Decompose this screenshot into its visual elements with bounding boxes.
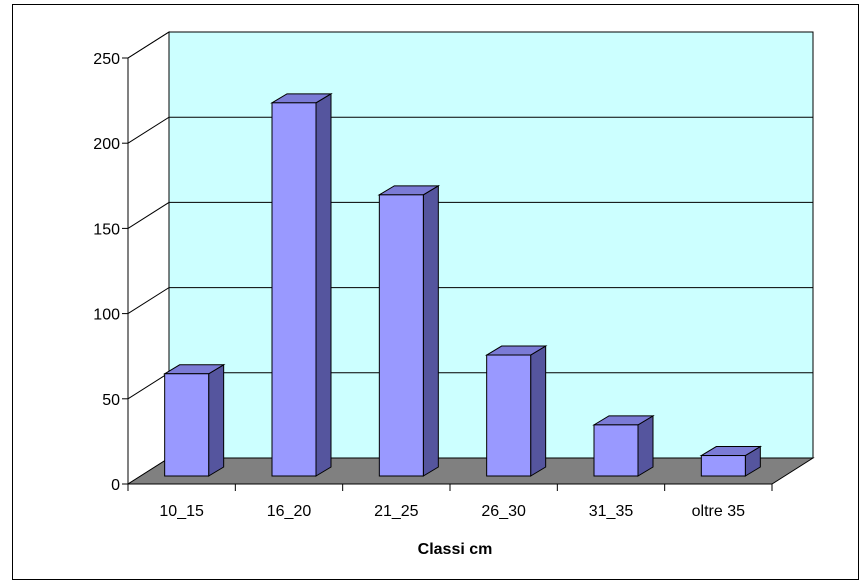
bar-front [164, 373, 210, 477]
bar-front [593, 424, 639, 477]
x-tick-label: 31_35 [589, 503, 634, 520]
x-tick-label: 26_30 [481, 503, 526, 520]
bar-side [422, 184, 439, 477]
y-tick-label: 50 [102, 392, 120, 409]
y-tick-label: 200 [93, 136, 120, 153]
x-tick-label: 21_25 [374, 503, 419, 520]
bar-side [637, 414, 654, 477]
y-tick-label: 150 [93, 221, 120, 238]
bar [699, 445, 763, 477]
x-tick-label: 10_15 [159, 503, 204, 520]
bar [484, 345, 548, 477]
gridline [127, 116, 813, 144]
bar-side [315, 92, 332, 477]
bars [162, 92, 763, 477]
x-axis: 10_15 16_20 21_25 26_30 31_35 oltre 35 [127, 483, 773, 520]
bar-front [271, 102, 317, 477]
bar [270, 92, 333, 477]
gridline [127, 201, 813, 229]
x-axis-title: Classi cm [418, 541, 493, 558]
chart-left-wall [127, 31, 170, 485]
gridline [127, 287, 813, 315]
bar [592, 414, 655, 477]
bar [377, 184, 441, 477]
bar-front [378, 194, 424, 477]
x-tick-label: 16_20 [267, 503, 312, 520]
bar [162, 363, 226, 477]
bar-front [700, 455, 746, 477]
y-tick-label: 100 [93, 307, 120, 324]
gridline [127, 31, 813, 59]
x-tick-label: oltre 35 [692, 503, 745, 520]
y-tick-label: 250 [93, 51, 120, 68]
y-axis: 0 50 100 150 200 250 [93, 51, 129, 494]
bar-side [530, 345, 547, 477]
bar-side [208, 363, 225, 477]
bar-front [486, 354, 532, 477]
y-tick-label: 0 [111, 477, 120, 494]
